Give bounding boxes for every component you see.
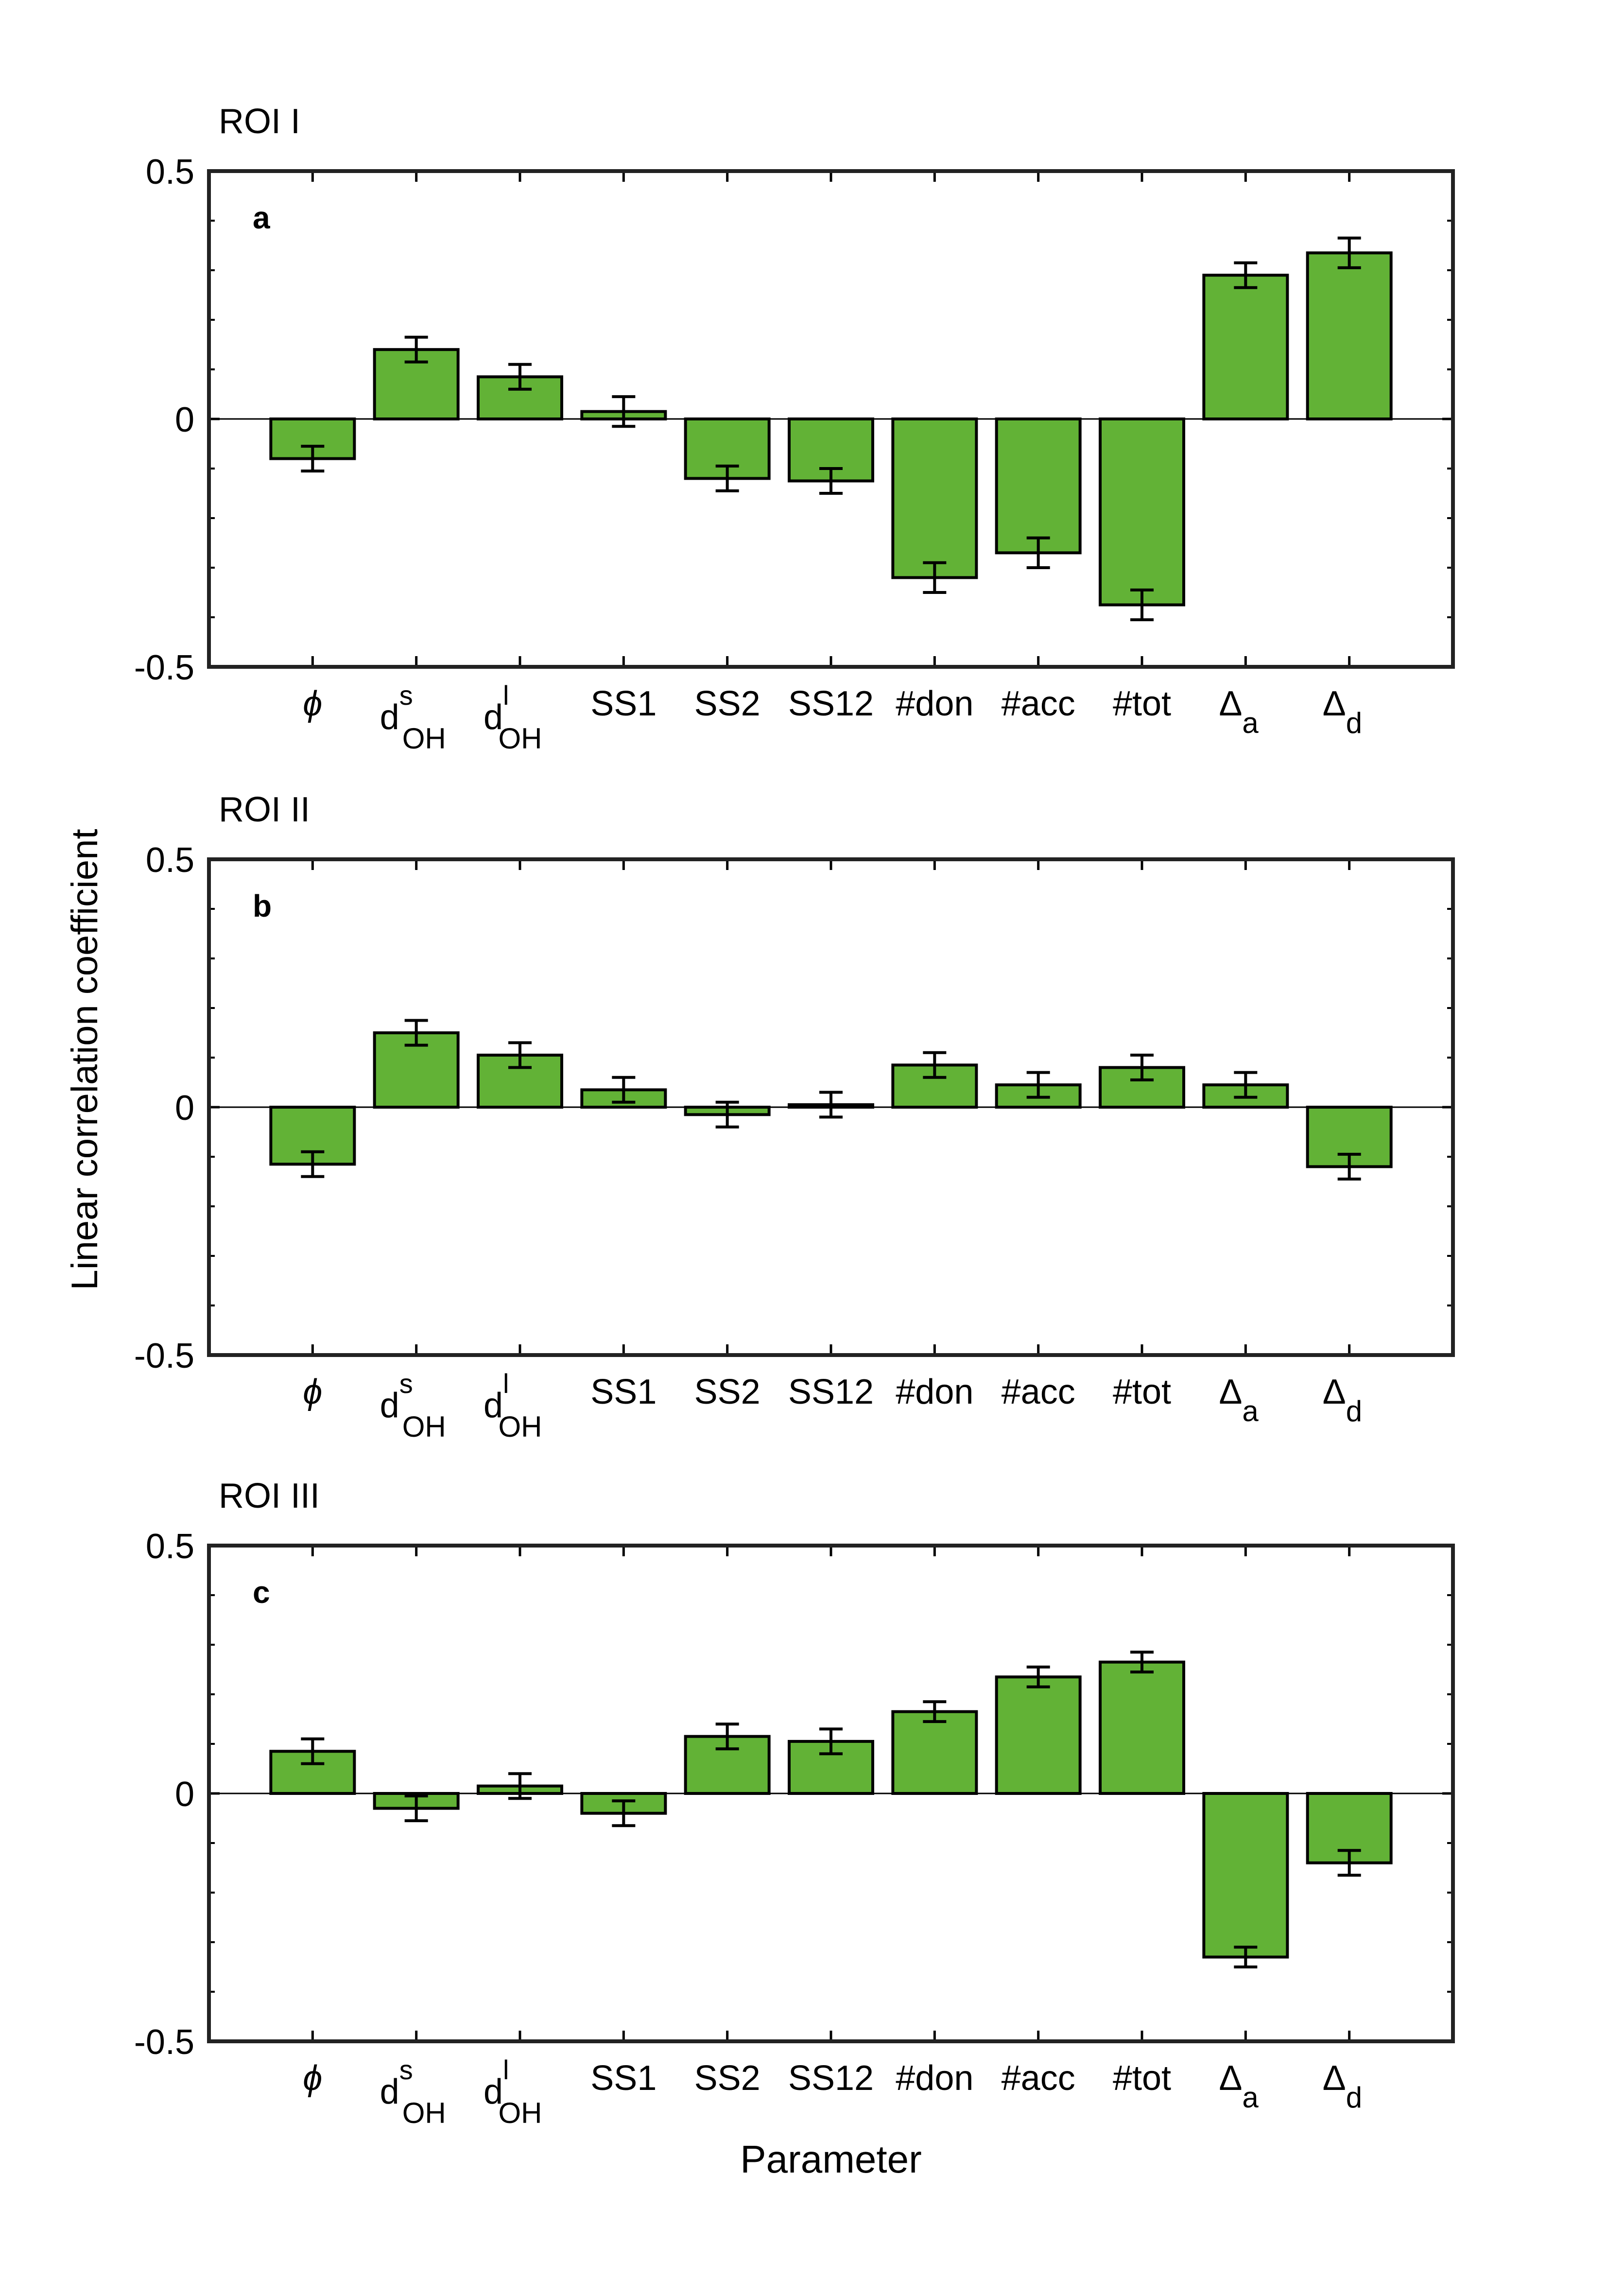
x-tick-label: SS12 xyxy=(788,1373,874,1411)
y-tick-label: 0.5 xyxy=(146,153,194,191)
x-tick-label: #tot xyxy=(1113,684,1171,723)
x-tick-label: SS1 xyxy=(590,1373,657,1411)
panels: ROI I a -0.5 0 0.5 ϕ ds OH dl OH SS1 SS2 SS12 #don #ac… xyxy=(134,102,1455,2129)
x-tick-label: SS2 xyxy=(694,684,760,723)
x-tick-label: ϕ xyxy=(303,684,322,723)
x-tick-label: #don xyxy=(896,684,973,723)
panel-a: ROI I a -0.5 0 0.5 ϕ ds OH dl OH SS1 SS2 SS12 #don #ac… xyxy=(134,102,1455,755)
y-tick-label: 0.5 xyxy=(146,1527,194,1566)
x-axis-label: Parameter xyxy=(740,2138,921,2181)
x-tick-label: ϕ xyxy=(303,2059,322,2098)
x-tick-label: #tot xyxy=(1113,1373,1171,1411)
panel-label: b xyxy=(253,888,272,923)
panel-title: ROI III xyxy=(219,1477,320,1515)
bar xyxy=(1202,1792,1289,1959)
x-tick-label: SS2 xyxy=(694,2059,760,2098)
bar xyxy=(1099,417,1185,607)
panel-c: ROI III c -0.5 0 0.5 ϕ ds OH dl OH SS1 SS2 SS12 #don #… xyxy=(134,1477,1455,2129)
x-tick-label: ds OH xyxy=(380,1368,446,1443)
bar xyxy=(684,1735,771,1795)
x-tick-label: #acc xyxy=(1002,684,1075,723)
bar xyxy=(477,375,563,420)
y-tick-label: 0.5 xyxy=(146,841,194,880)
axes-frame xyxy=(207,1544,1455,2043)
x-tick-label: ds OH xyxy=(380,680,446,755)
x-tick-label: ds OH xyxy=(380,2054,446,2129)
y-axis-label: Linear correlation coefficient xyxy=(64,829,105,1290)
bar xyxy=(891,417,978,579)
x-tick-label: #acc xyxy=(1002,1373,1075,1411)
x-tick-label: dl OH xyxy=(484,1368,542,1443)
x-tick-label: SS1 xyxy=(590,2059,657,2098)
y-tick-label: 0 xyxy=(175,1775,194,1814)
x-tick-label: Δa xyxy=(1219,1373,1259,1427)
x-tick-label: SS12 xyxy=(788,684,874,723)
panel-label: a xyxy=(253,200,270,235)
x-tick-label: dl OH xyxy=(484,680,542,755)
y-tick-label: 0 xyxy=(175,400,194,439)
x-tick-label: #tot xyxy=(1113,2059,1171,2098)
x-tick-label: SS1 xyxy=(590,684,657,723)
x-tick-label: Δd xyxy=(1323,1373,1362,1427)
bar xyxy=(891,1710,978,1795)
panel-title: ROI II xyxy=(219,790,310,829)
x-tick-label: Δa xyxy=(1219,684,1259,739)
y-tick-label: 0 xyxy=(175,1089,194,1128)
y-tick-label: -0.5 xyxy=(134,2023,194,2062)
x-tick-label: Δd xyxy=(1323,2059,1362,2114)
x-tick-label: dl OH xyxy=(484,2054,542,2129)
x-tick-label: ϕ xyxy=(303,1373,322,1411)
axes-frame xyxy=(207,857,1455,1357)
bar xyxy=(1099,1660,1185,1795)
bar xyxy=(1202,274,1289,420)
x-tick-label: #don xyxy=(896,1373,973,1411)
y-tick-label: -0.5 xyxy=(134,648,194,687)
axes-frame xyxy=(207,169,1455,669)
bar xyxy=(1306,1792,1393,1864)
x-tick-label: SS2 xyxy=(694,1373,760,1411)
panel-b: ROI II b -0.5 0 0.5 ϕ ds OH dl OH SS1 SS2 SS12 #don #a… xyxy=(134,790,1455,1443)
bar xyxy=(995,417,1082,555)
x-tick-label: Δa xyxy=(1219,2059,1259,2114)
bar xyxy=(995,1675,1082,1795)
panel-label: c xyxy=(253,1575,270,1610)
x-tick-label: SS12 xyxy=(788,2059,874,2098)
bar xyxy=(1306,251,1393,420)
panel-title: ROI I xyxy=(219,102,300,141)
y-tick-label: -0.5 xyxy=(134,1337,194,1375)
x-tick-label: Δd xyxy=(1323,684,1362,739)
x-tick-label: #acc xyxy=(1002,2059,1075,2098)
x-tick-label: #don xyxy=(896,2059,973,2098)
